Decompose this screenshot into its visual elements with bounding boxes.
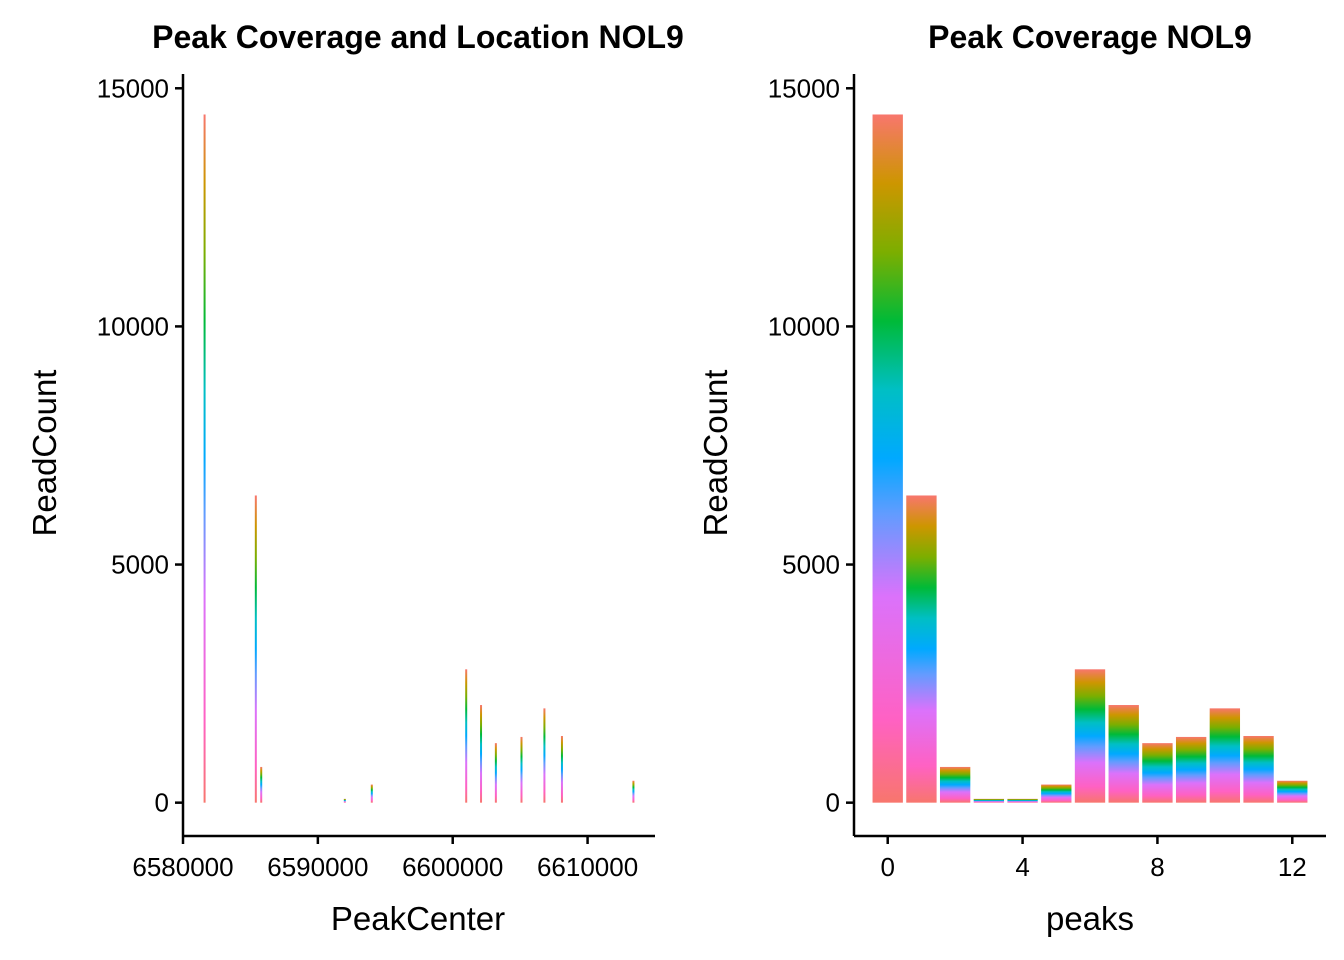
right-y-tick-label: 10000 — [768, 311, 840, 341]
bar — [343, 798, 346, 803]
right-y-tick-label: 5000 — [782, 550, 840, 580]
left-x-tick-label: 6580000 — [132, 852, 233, 882]
bar — [1243, 735, 1274, 803]
bar — [1041, 784, 1072, 803]
right-x-tick-label: 0 — [880, 852, 894, 882]
bar — [370, 784, 373, 803]
bar — [520, 736, 523, 803]
bar — [543, 708, 546, 803]
bar — [254, 495, 257, 803]
right-bars — [872, 114, 1308, 803]
bar — [906, 495, 937, 803]
bar — [203, 114, 206, 803]
bar — [465, 669, 468, 803]
bar — [560, 735, 563, 803]
left-y-tick-label: 15000 — [97, 73, 169, 103]
right-panel: Peak Coverage NOL9 0 5000 10000 15000 0 4 8 12… — [697, 19, 1326, 937]
left-x-ticks: 6580000 6590000 6600000 6610000 — [132, 836, 638, 882]
bar — [1209, 708, 1241, 803]
bar — [1142, 743, 1173, 803]
left-chart-title: Peak Coverage and Location NOL9 — [152, 19, 684, 55]
bar — [1007, 798, 1038, 803]
right-x-tick-label: 8 — [1150, 852, 1164, 882]
right-x-tick-label: 4 — [1015, 852, 1029, 882]
right-x-axis-label: peaks — [1046, 900, 1134, 937]
bar — [480, 705, 483, 803]
bar — [1277, 780, 1308, 803]
left-x-tick-label: 6590000 — [267, 852, 368, 882]
left-panel: Peak Coverage and Location NOL9 0 5000 100… — [26, 19, 684, 937]
bar — [872, 114, 903, 803]
left-y-ticks: 0 5000 10000 15000 — [97, 73, 183, 818]
bar — [1108, 705, 1139, 803]
left-x-axis-label: PeakCenter — [331, 900, 505, 937]
right-chart-title: Peak Coverage NOL9 — [928, 19, 1252, 55]
right-x-ticks: 0 4 8 12 — [880, 836, 1307, 882]
left-y-tick-label: 10000 — [97, 311, 169, 341]
bar — [632, 780, 635, 803]
left-bars — [203, 114, 635, 803]
bar — [1074, 669, 1106, 803]
left-y-axis-label: ReadCount — [26, 370, 63, 537]
right-x-tick-label: 12 — [1278, 852, 1307, 882]
right-y-tick-label: 15000 — [768, 73, 840, 103]
bar — [494, 743, 497, 803]
bar — [260, 766, 263, 803]
left-y-tick-label: 5000 — [111, 550, 169, 580]
bar — [1175, 736, 1207, 803]
right-y-ticks: 0 5000 10000 15000 — [768, 73, 854, 818]
right-y-tick-label: 0 — [826, 788, 840, 818]
right-y-axis-label: ReadCount — [697, 370, 734, 537]
left-x-tick-label: 6610000 — [537, 852, 638, 882]
bar — [939, 766, 971, 803]
left-x-tick-label: 6600000 — [402, 852, 503, 882]
bar — [973, 798, 1005, 803]
left-y-tick-label: 0 — [155, 788, 169, 818]
